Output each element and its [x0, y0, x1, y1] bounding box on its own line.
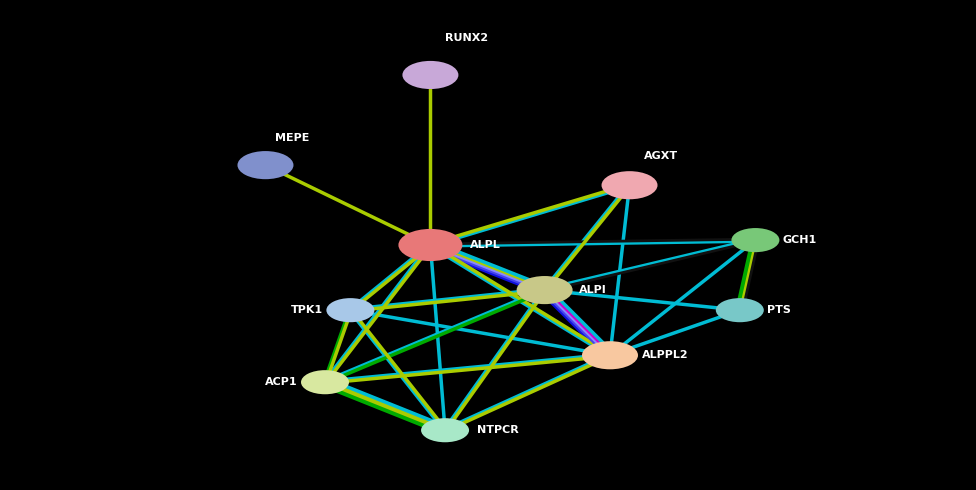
Text: TPK1: TPK1 — [291, 305, 323, 315]
Circle shape — [715, 298, 764, 322]
Circle shape — [301, 370, 349, 394]
Circle shape — [398, 229, 463, 261]
Text: PTS: PTS — [767, 305, 791, 315]
Text: GCH1: GCH1 — [783, 235, 817, 245]
Circle shape — [421, 418, 469, 442]
Circle shape — [516, 276, 573, 304]
Text: RUNX2: RUNX2 — [445, 33, 488, 43]
Text: ALPL: ALPL — [469, 240, 501, 250]
Text: ALPPL2: ALPPL2 — [642, 350, 689, 360]
Circle shape — [601, 171, 658, 199]
Circle shape — [731, 228, 780, 252]
Text: ACP1: ACP1 — [265, 377, 298, 387]
Text: ALPI: ALPI — [579, 285, 606, 295]
Circle shape — [582, 341, 638, 369]
Text: NTPCR: NTPCR — [477, 425, 519, 435]
Circle shape — [237, 151, 294, 179]
Circle shape — [326, 298, 375, 322]
Text: AGXT: AGXT — [644, 151, 678, 161]
Circle shape — [402, 61, 459, 89]
Text: MEPE: MEPE — [275, 133, 309, 143]
